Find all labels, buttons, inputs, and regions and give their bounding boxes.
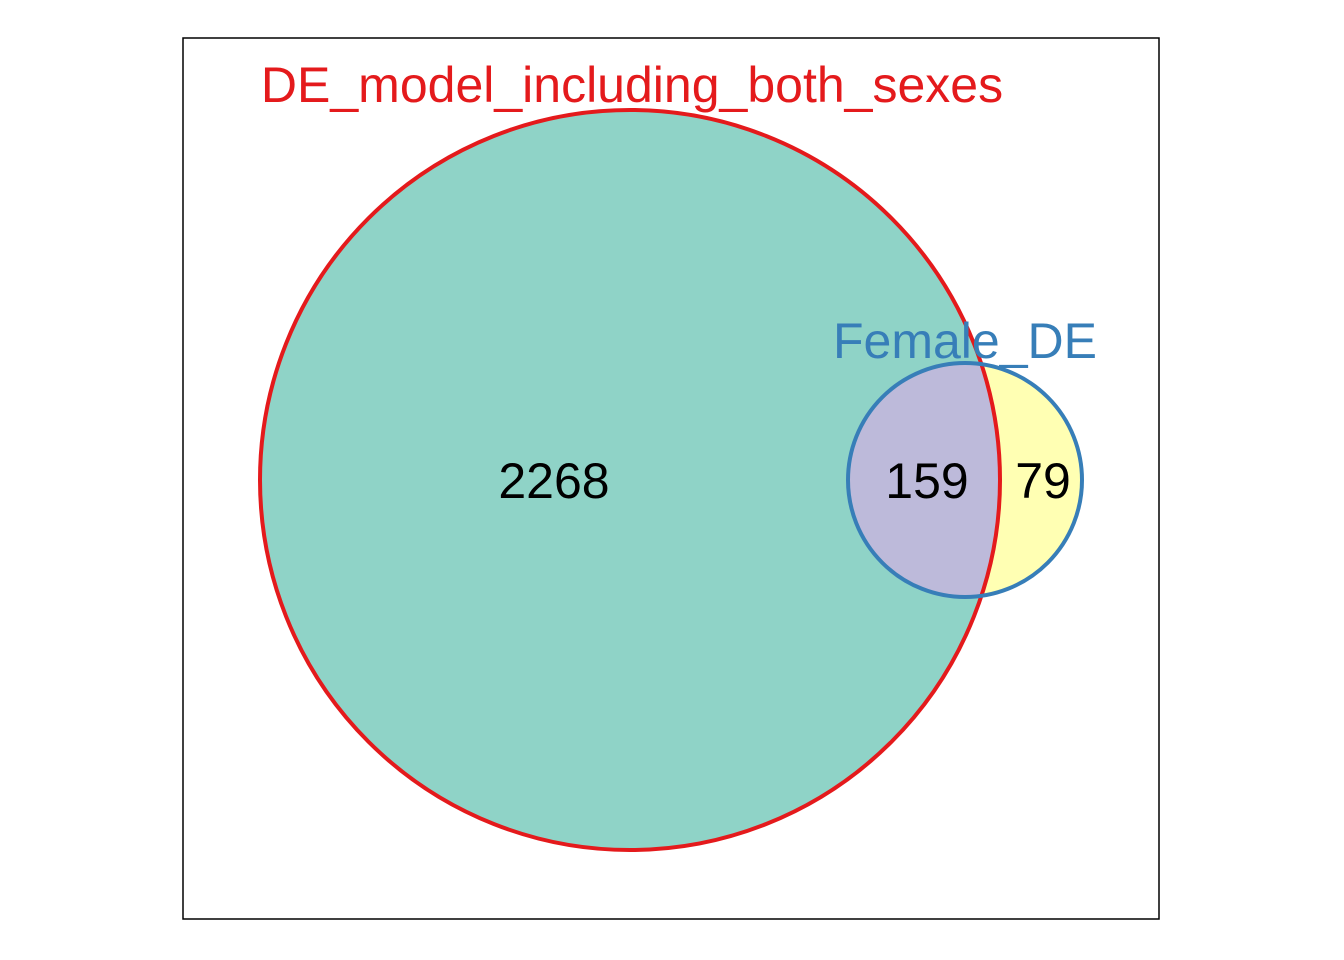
count-only-female-de: 79 — [1015, 453, 1071, 509]
intersection-region — [848, 363, 1000, 597]
count-only-de-model: 2268 — [498, 453, 609, 509]
set-outline-de-model-both-sexes — [258, 108, 1002, 852]
plot-frame — [182, 37, 1160, 920]
set-outline-female-de — [846, 361, 1084, 599]
set-label-female-de: Female_DE — [833, 313, 1097, 369]
count-intersection: 159 — [885, 453, 968, 509]
set-label-de-model-both-sexes: DE_model_including_both_sexes — [261, 57, 1003, 113]
set-circle-de-model-both-sexes — [260, 110, 1000, 850]
